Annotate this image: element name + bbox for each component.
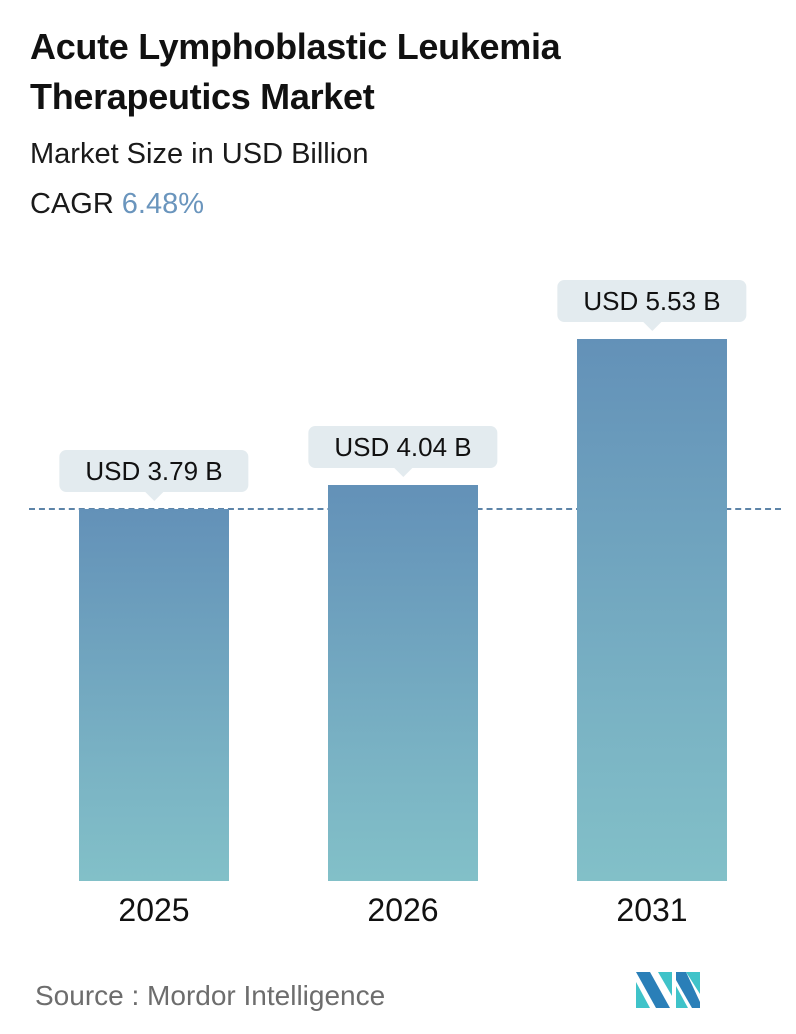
chart-title: Acute Lymphoblastic Leukemia Therapeutic…: [30, 26, 561, 117]
cagr-annotation: CAGR 6.48%: [30, 188, 204, 221]
bar-2026: [328, 485, 478, 881]
x-tick-2031: 2031: [616, 892, 688, 928]
bar-2031: [577, 339, 727, 881]
chart-subtitle: Market Size in USD Billion: [30, 138, 369, 170]
source-text: Source : Mordor Intelligence: [35, 980, 386, 1011]
cagr-value: 6.48%: [121, 188, 205, 220]
mordor-intelligence-logo-icon: [636, 972, 700, 1008]
data-label-2025: USD 3.79 B: [59, 450, 249, 501]
bar-2025: [79, 509, 229, 881]
x-tick-2026: 2026: [367, 892, 439, 928]
data-label-2026: USD 4.04 B: [308, 426, 498, 477]
cagr-label: CAGR: [30, 188, 114, 220]
data-label-2031: USD 5.53 B: [557, 280, 747, 331]
x-tick-2025: 2025: [118, 892, 190, 928]
